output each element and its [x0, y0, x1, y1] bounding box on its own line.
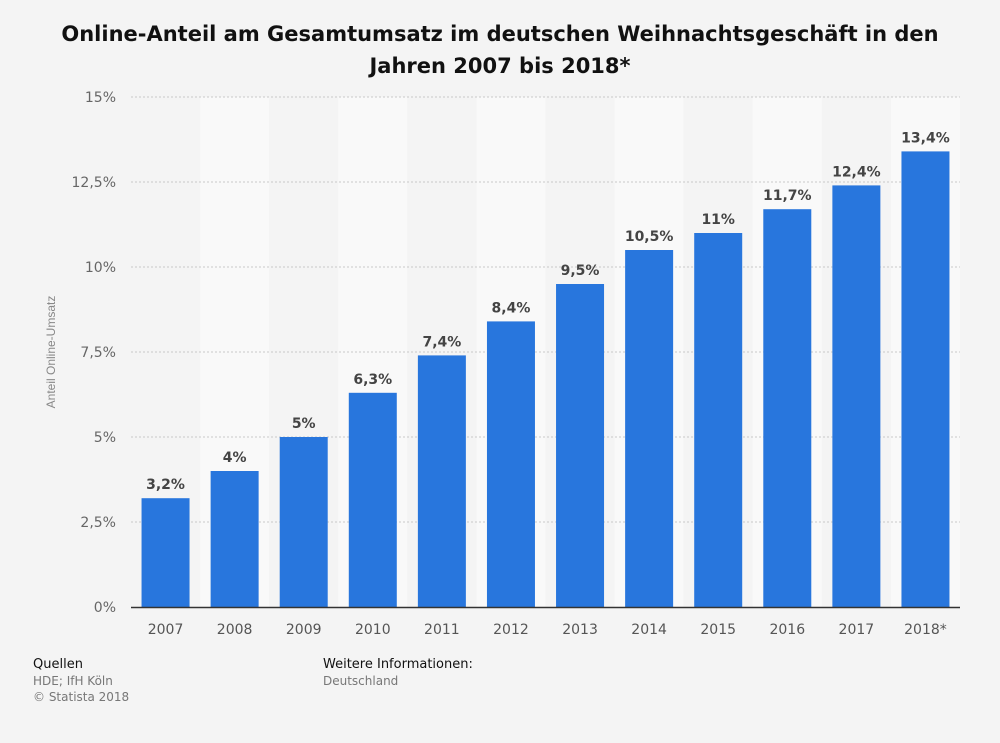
sources-block: Quellen HDE; IfH Köln © Statista 2018 [33, 657, 129, 705]
info-heading: Weitere Informationen: [323, 657, 473, 672]
value-label: 5% [292, 416, 316, 432]
x-tick-label: 2012 [493, 622, 529, 638]
x-tick-label: 2018* [904, 622, 947, 638]
chart-title: Online-Anteil am Gesamtumsatz im deutsch… [61, 22, 939, 78]
bar [417, 355, 466, 607]
y-tick-label: 10% [85, 260, 116, 276]
value-label: 3,2% [146, 477, 185, 493]
x-tick-label: 2016 [769, 622, 805, 638]
y-axis-label: Anteil Online-Umsatz [44, 296, 58, 409]
y-tick-label: 2,5% [80, 515, 116, 531]
bar [832, 185, 881, 607]
value-label: 13,4% [901, 130, 950, 146]
x-tick-label: 2014 [631, 622, 667, 638]
value-labels: 3,2% 4% 5% 6,3% 7,4% 8,4% 9,5% 10,5% 11% 11,7% 12,… [146, 130, 950, 493]
bar [763, 209, 812, 607]
x-tick-label: 2011 [424, 622, 460, 638]
bar [556, 284, 605, 607]
x-tick-label: 2007 [148, 622, 184, 638]
bar [210, 471, 259, 607]
value-label: 6,3% [353, 372, 392, 388]
bar [901, 151, 950, 607]
value-label: 11% [701, 212, 735, 228]
bars [141, 151, 950, 607]
bar [486, 321, 535, 607]
bar [694, 233, 743, 607]
info-block: Weitere Informationen: Deutschland [323, 657, 473, 689]
y-tick-label: 7,5% [80, 345, 116, 361]
value-label: 9,5% [561, 263, 600, 279]
copyright-text: © Statista 2018 [33, 690, 130, 704]
x-axis-ticks: 2007 2008 2009 2010 2011 2012 2013 2014 2015 2016… [148, 622, 947, 638]
x-tick-label: 2013 [562, 622, 598, 638]
bar [141, 498, 190, 607]
value-label: 4% [223, 450, 247, 466]
x-tick-label: 2010 [355, 622, 391, 638]
x-tick-label: 2017 [839, 622, 875, 638]
info-text: Deutschland [323, 674, 399, 688]
y-tick-label: 15% [85, 90, 116, 106]
y-tick-label: 5% [94, 430, 116, 446]
y-tick-label: 0% [94, 600, 116, 616]
y-tick-label: 12,5% [72, 175, 116, 191]
sources-heading: Quellen [33, 657, 83, 672]
value-label: 8,4% [492, 300, 531, 316]
value-label: 12,4% [832, 164, 881, 180]
value-label: 10,5% [625, 229, 674, 245]
bar [348, 392, 397, 607]
value-label: 7,4% [422, 334, 461, 350]
value-label: 11,7% [763, 188, 812, 204]
x-tick-label: 2008 [217, 622, 253, 638]
sources-text: HDE; IfH Köln [33, 674, 113, 688]
bar [279, 437, 328, 607]
y-axis-ticks: 0% 2,5% 5% 7,5% 10% 12,5% 15% [72, 90, 116, 616]
x-tick-label: 2009 [286, 622, 322, 638]
x-tick-label: 2015 [700, 622, 736, 638]
bar [625, 250, 674, 607]
